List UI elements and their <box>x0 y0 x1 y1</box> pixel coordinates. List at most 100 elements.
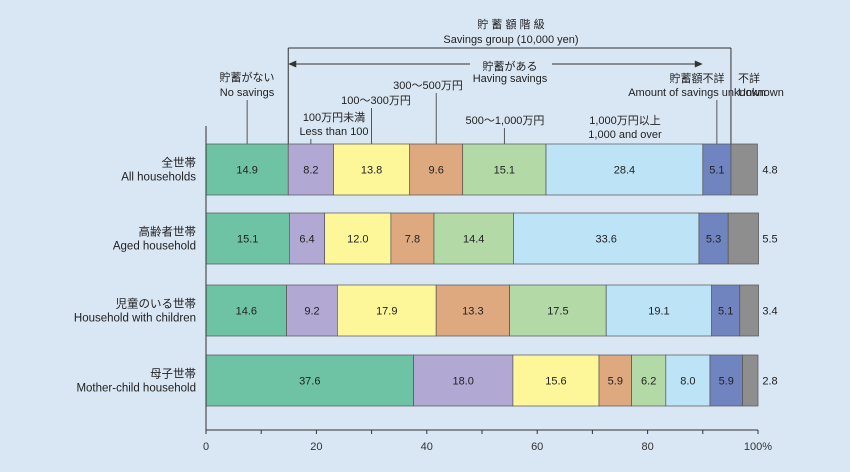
series-annotation: 不詳 Unknown <box>738 71 784 99</box>
bar-row: 14.9 8.2 13.8 9.6 15.1 28.4 5.1 4.8 全世帯 All house… <box>121 143 778 196</box>
series-annotation: 500～1,000万円 <box>466 115 545 144</box>
bar-segment <box>727 212 759 265</box>
data-label: 5.5 <box>762 234 777 246</box>
x-tick-label: 20 <box>310 441 322 453</box>
bar-segment <box>665 354 711 407</box>
data-label: 5.3 <box>706 234 721 246</box>
category-label-en: Aged household <box>113 241 196 253</box>
data-label: 3.4 <box>762 306 777 318</box>
data-label: 19.1 <box>648 306 669 318</box>
having-savings-label-en: Having savings <box>473 73 548 85</box>
data-label: 15.1 <box>494 165 515 177</box>
x-tick-label: 0 <box>203 441 209 453</box>
series-label-en: Less than 100 <box>299 126 368 138</box>
x-tick-label: 100% <box>744 441 772 453</box>
series-annotation: 貯蓄がない No savings <box>220 70 275 144</box>
data-label: 5.1 <box>718 306 733 318</box>
data-label: 4.8 <box>762 165 777 177</box>
series-annotation: 100万円未満 Less than 100 <box>299 111 369 144</box>
series-label-en: 1,000 and over <box>588 129 662 141</box>
series-annotation: 100～300万円 <box>341 95 411 144</box>
series-annotations: 貯蓄がない No savings 100万円未満 Less than 100 100～3… <box>220 47 784 144</box>
data-label: 28.4 <box>614 165 635 177</box>
bar-segment <box>337 284 437 337</box>
bar-segment <box>605 284 712 337</box>
chart-header: 貯 蓄 額 階 級 Savings group (10,000 yen) 貯蓄が… <box>443 17 578 85</box>
category-label-ja: 児童のいる世帯 <box>116 297 197 311</box>
x-tick-label: 60 <box>531 441 543 453</box>
bar-row: 14.6 9.2 17.9 13.3 17.5 19.1 5.1 3.4 児童のいる世帯 Hous… <box>74 284 778 337</box>
data-label: 13.3 <box>462 306 483 318</box>
series-label-ja: 貯蓄がない <box>220 70 275 84</box>
bar-row: 37.6 18.0 15.6 5.9 6.2 8.0 5.9 2.8 母子世帯 Mother-ch… <box>76 354 778 407</box>
bar-segment <box>730 143 758 196</box>
bar-segment <box>698 212 729 265</box>
data-label: 33.6 <box>595 234 616 246</box>
data-label: 15.1 <box>237 234 258 246</box>
data-label: 7.8 <box>405 234 420 246</box>
series-label-ja: 1,000万円以上 <box>589 114 661 127</box>
bar-segment <box>509 284 607 337</box>
x-tick-label: 40 <box>421 441 433 453</box>
having-savings-label-ja: 貯蓄がある <box>483 59 538 73</box>
category-label-ja: 全世帯 <box>162 156 197 170</box>
bar-segment <box>433 212 514 265</box>
bar-segment <box>742 354 759 407</box>
x-axis: 0 20 40 60 80 100% <box>203 126 772 453</box>
bar-segment <box>711 284 741 337</box>
bar-segment <box>287 143 334 196</box>
data-label: 17.5 <box>547 306 568 318</box>
category-label-ja: 高齢者世帯 <box>139 225 197 239</box>
bar-segment <box>631 354 667 407</box>
series-annotation: 貯蓄額不詳 Amount of savings unknown <box>628 71 766 144</box>
series-label-ja: 不詳 <box>738 71 760 85</box>
bar-segment <box>545 143 704 196</box>
series-label-en: Unknown <box>738 87 784 99</box>
series-label-en: No savings <box>220 87 275 99</box>
data-label: 8.0 <box>680 376 695 388</box>
series-label-en: Amount of savings unknown <box>628 87 766 99</box>
data-label: 8.2 <box>303 165 318 177</box>
data-label: 5.1 <box>709 165 724 177</box>
data-label: 12.0 <box>347 234 368 246</box>
data-label: 14.9 <box>236 165 257 177</box>
arrowhead-right <box>694 60 703 68</box>
chart-title-en: Savings group (10,000 yen) <box>443 34 578 46</box>
series-label-ja: 貯蓄額不詳 <box>670 71 725 85</box>
data-label: 5.9 <box>719 376 734 388</box>
bar-row: 15.1 6.4 12.0 7.8 14.4 33.6 5.3 5.5 高齢者世帯 Aged ho… <box>113 212 778 265</box>
x-tick-label: 80 <box>641 441 653 453</box>
data-label: 14.6 <box>236 306 257 318</box>
chart-title-ja: 貯 蓄 額 階 級 <box>477 17 544 31</box>
category-label-en: All households <box>121 172 196 184</box>
category-label-en: Mother-child household <box>76 383 196 395</box>
series-label-ja: 300～500万円 <box>393 80 463 92</box>
bar-segment <box>709 354 743 407</box>
series-annotation: 1,000万円以上 1,000 and over <box>588 114 662 141</box>
bar-segment <box>739 284 759 337</box>
data-label: 37.6 <box>299 376 320 388</box>
series-annotation: 300～500万円 <box>393 80 463 144</box>
bar-segment <box>289 212 326 265</box>
data-label: 15.6 <box>545 376 566 388</box>
series-label-ja: 500～1,000万円 <box>466 115 545 127</box>
series-label-ja: 100万円未満 <box>303 111 365 124</box>
bar-rows: 14.9 8.2 13.8 9.6 15.1 28.4 5.1 4.8 全世帯 All house… <box>74 143 778 407</box>
category-label-ja: 母子世帯 <box>150 368 196 381</box>
bar-segment <box>390 212 435 265</box>
category-label-en: Household with children <box>74 313 196 325</box>
bar-segment <box>513 212 700 265</box>
data-label: 6.4 <box>299 234 314 246</box>
bar-segment <box>462 143 547 196</box>
bar-segment <box>205 284 287 337</box>
data-label: 6.2 <box>641 376 656 388</box>
arrowhead-left <box>288 60 297 68</box>
data-label: 5.9 <box>608 376 623 388</box>
data-label: 9.2 <box>304 306 319 318</box>
data-label: 17.9 <box>376 306 397 318</box>
data-label: 14.4 <box>463 234 484 246</box>
series-label-ja: 100～300万円 <box>341 95 411 107</box>
data-label: 13.8 <box>361 165 382 177</box>
bar-segment <box>413 354 514 407</box>
